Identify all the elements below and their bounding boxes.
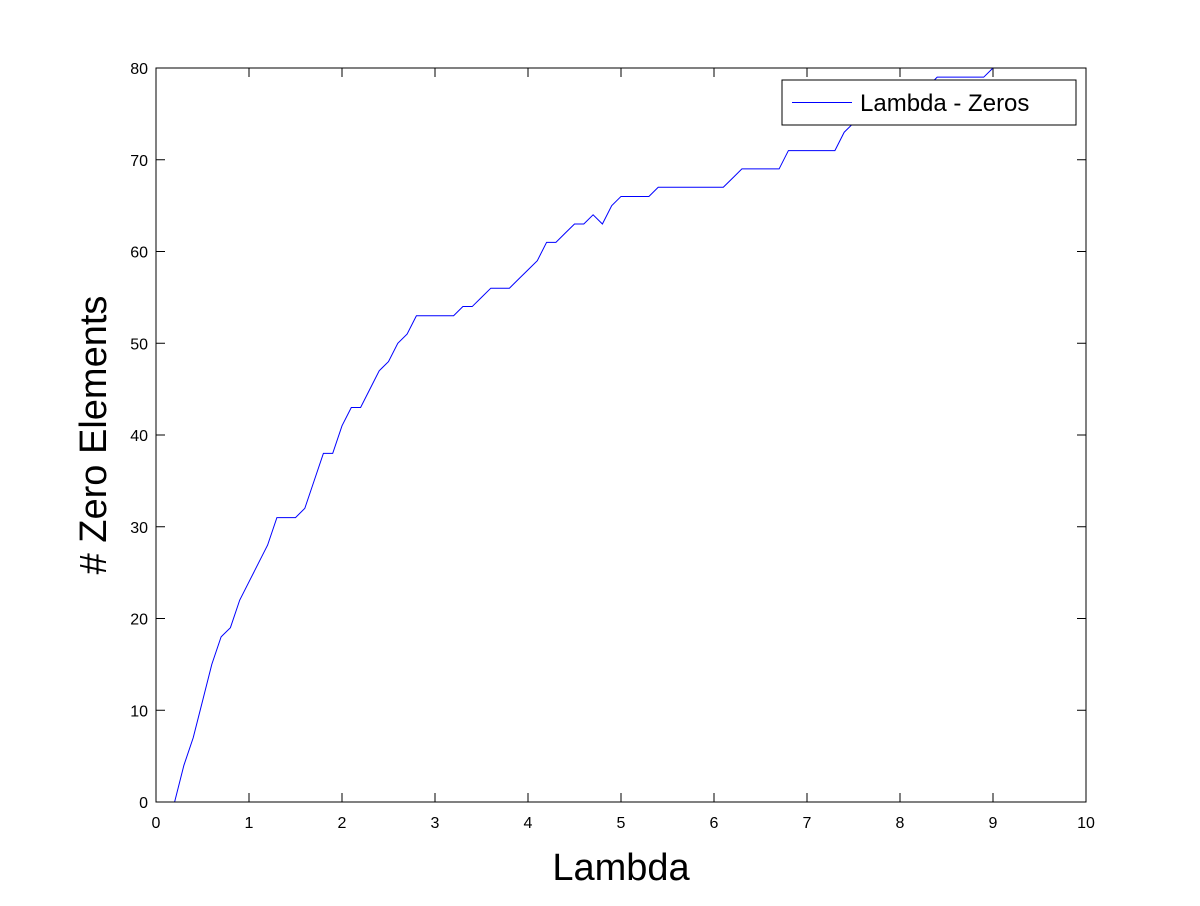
y-tick-label: 50: [130, 336, 148, 353]
x-tick-label: 8: [896, 815, 905, 832]
y-tick-label: 40: [130, 428, 148, 445]
y-tick-label: 70: [130, 153, 148, 170]
x-tick-label: 9: [989, 815, 998, 832]
x-tick-label: 4: [524, 815, 533, 832]
y-tick-label: 20: [130, 612, 148, 629]
x-tick-label: 10: [1077, 815, 1095, 832]
x-tick-label: 5: [617, 815, 626, 832]
x-tick-label: 0: [152, 815, 161, 832]
x-tick-label: 1: [245, 815, 254, 832]
y-tick-label: 80: [130, 61, 148, 78]
y-tick-label: 0: [139, 795, 148, 812]
y-axis-label: # Zero Elements: [73, 296, 115, 575]
x-tick-label: 2: [338, 815, 347, 832]
plot-area: [156, 68, 1086, 802]
legend-label: Lambda - Zeros: [860, 90, 1029, 117]
legend: Lambda - Zeros: [781, 79, 1077, 126]
y-tick-label: 10: [130, 703, 148, 720]
x-tick-label: 6: [710, 815, 719, 832]
plot-frame: [155, 67, 1087, 803]
y-tick-label: 60: [130, 245, 148, 262]
x-tick-label: 3: [431, 815, 440, 832]
x-tick-label: 7: [803, 815, 812, 832]
x-axis-label: Lambda: [552, 847, 690, 889]
y-tick-label: 30: [130, 520, 148, 537]
